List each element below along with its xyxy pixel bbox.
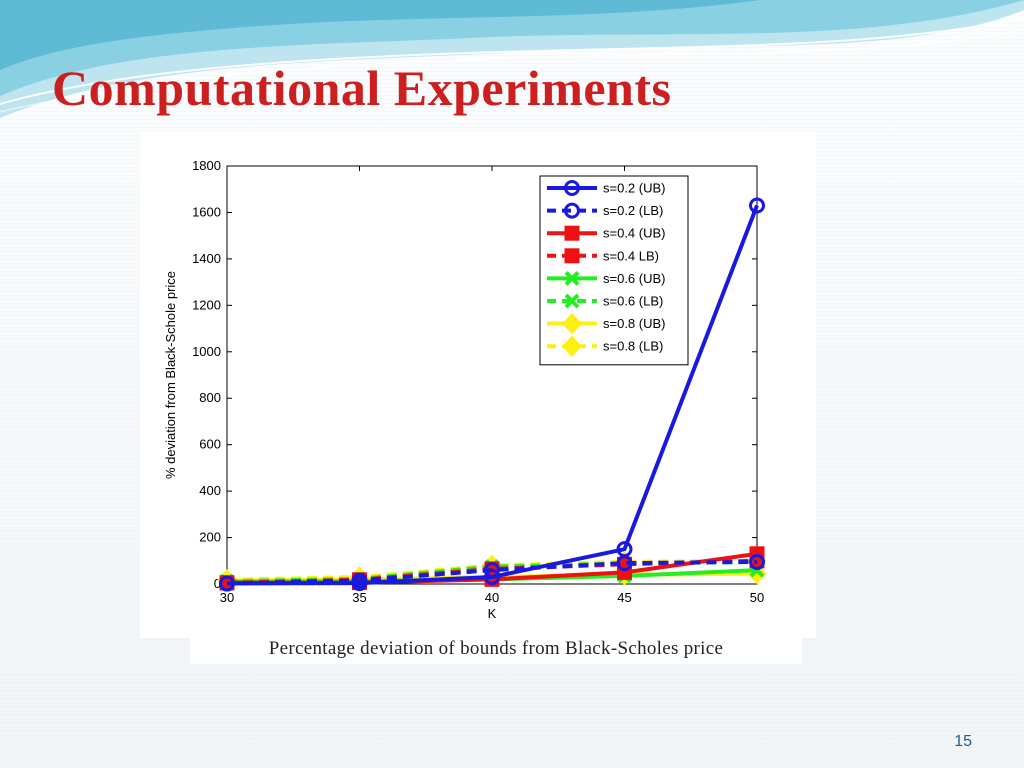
legend-marker-7 [562, 335, 582, 357]
legend-label-0: s=0.2 (UB) [603, 181, 666, 196]
x-tick-label: 45 [617, 590, 631, 605]
decorative-wave [0, 0, 1024, 118]
x-tick-label: 50 [750, 590, 764, 605]
y-tick-label: 200 [199, 530, 221, 545]
legend-marker-0 [564, 180, 580, 196]
y-tick-label: 600 [199, 437, 221, 452]
legend-marker-5 [564, 293, 580, 309]
line-chart: 0 200 400 600 800 1000 1200 1400 1600 1800 30 35 40 4… [163, 158, 767, 621]
y-tick-label: 1800 [192, 158, 221, 173]
legend-label-3: s=0.4 LB) [603, 248, 659, 263]
legend-label-2: s=0.4 (UB) [603, 226, 666, 241]
legend-marker-3 [564, 248, 580, 264]
legend-label-1: s=0.2 (LB) [603, 203, 663, 218]
series-0-point-1 [351, 575, 368, 592]
x-axis-label: K [488, 606, 497, 621]
series-0-point-2 [484, 569, 500, 586]
chart-figure: 0 200 400 600 800 1000 1200 1400 1600 1800 30 35 40 4… [140, 132, 816, 638]
y-tick-label: 1000 [192, 344, 221, 359]
y-axis-label: % deviation from Black-Schole price [163, 271, 178, 479]
y-tick-label: 1600 [192, 204, 221, 219]
series-0-point-3 [616, 541, 633, 558]
series-0-point-4 [749, 197, 765, 214]
page-number: 15 [954, 733, 972, 750]
y-tick-label: 400 [199, 483, 221, 498]
series-1-point-4 [749, 553, 765, 570]
x-tick-label: 30 [220, 590, 234, 605]
x-tick-label: 40 [485, 590, 499, 605]
x-tick-label: 35 [352, 590, 366, 605]
legend-marker-1 [564, 202, 580, 219]
slide-title: Computational Experiments [52, 60, 672, 116]
figure-caption: Percentage deviation of bounds from Blac… [190, 634, 802, 664]
y-tick-label: 1200 [192, 297, 221, 312]
legend-label-5: s=0.6 (LB) [603, 294, 663, 309]
legend-marker-2 [564, 225, 580, 241]
y-tick-label: 0 [214, 576, 221, 591]
y-tick-label: 800 [199, 390, 221, 405]
legend-marker-6 [562, 312, 582, 335]
legend-marker-4 [564, 270, 580, 286]
legend-label-4: s=0.6 (UB) [603, 271, 666, 286]
y-tick-label: 1400 [192, 251, 221, 266]
series-0-point-0 [219, 575, 235, 592]
legend-label-7: s=0.8 (LB) [603, 339, 663, 354]
legend-label-6: s=0.8 (UB) [603, 316, 666, 331]
series-line-0 [226, 204, 759, 586]
